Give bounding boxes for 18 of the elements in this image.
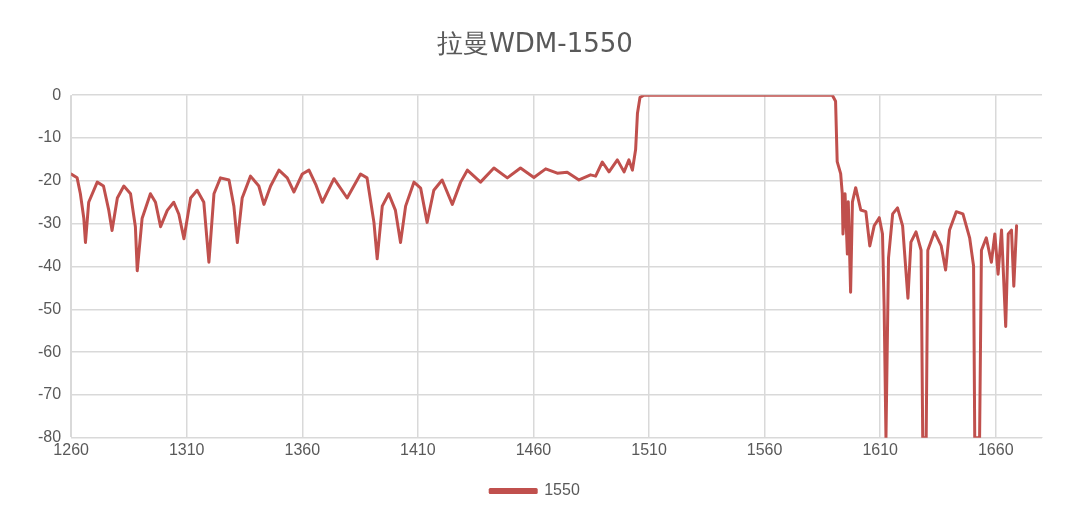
y-tick-label: -50 xyxy=(38,299,62,317)
x-tick-label: 1310 xyxy=(168,440,205,458)
y-tick-label: 0 xyxy=(52,85,62,103)
y-tick-label: -30 xyxy=(38,214,62,232)
x-tick-label: 1510 xyxy=(631,440,667,458)
legend-label: 1550 xyxy=(544,481,580,499)
x-tick-label: 1360 xyxy=(284,440,321,458)
x-tick-label: 1460 xyxy=(515,440,552,458)
y-tick-label: -10 xyxy=(38,128,62,146)
y-tick-label: -40 xyxy=(38,256,62,274)
x-tick-label: 1560 xyxy=(746,440,783,458)
chart-title: 拉曼WDM-1550 xyxy=(437,28,633,59)
y-tick-label: -70 xyxy=(38,385,62,403)
x-tick-label: 1660 xyxy=(977,440,1014,458)
y-tick-label: -60 xyxy=(38,342,62,360)
y-tick-label: -20 xyxy=(38,171,62,189)
x-tick-label: 1610 xyxy=(862,440,899,458)
x-tick-label: 1410 xyxy=(400,440,436,458)
